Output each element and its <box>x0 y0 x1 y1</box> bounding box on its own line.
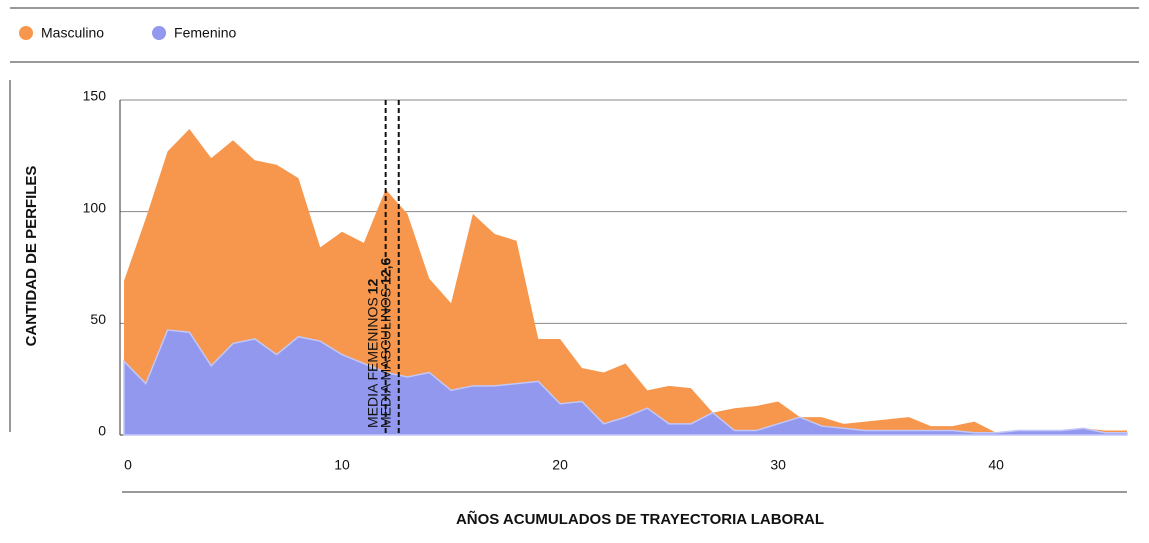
annotation-value: 12 <box>364 279 380 295</box>
area <box>124 129 1127 436</box>
legend-label: Masculino <box>41 25 104 41</box>
y-axis-label: CANTIDAD DE PERFILES <box>23 166 40 347</box>
x-tick-label: 0 <box>124 457 132 473</box>
y-tick-label: 100 <box>83 199 107 215</box>
y-tick-label: 0 <box>98 423 106 439</box>
annotation: MEDIA FEMENINOS 12 <box>364 279 380 428</box>
legend-swatch <box>152 26 167 40</box>
x-axis-label: AÑOS ACUMULADOS DE TRAYECTORIA LABORAL <box>456 510 824 528</box>
x-tick-label: 30 <box>770 457 786 473</box>
annotation: MEDIA MASCULINOS 12,6 <box>377 258 393 428</box>
x-tick-label: 10 <box>334 457 350 473</box>
x-tick-label: 40 <box>988 457 1004 473</box>
legend-swatch <box>19 26 33 40</box>
annotation-value: 12,6 <box>377 258 393 285</box>
y-tick-label: 150 <box>83 88 107 104</box>
annotation-text: MEDIA FEMENINOS <box>364 297 380 428</box>
legend-label: Femenino <box>174 25 236 41</box>
area <box>123 329 1128 436</box>
y-tick-label: 50 <box>90 311 106 327</box>
annotation-text: MEDIA MASCULINOS <box>377 288 393 428</box>
x-tick-label: 20 <box>552 457 568 473</box>
